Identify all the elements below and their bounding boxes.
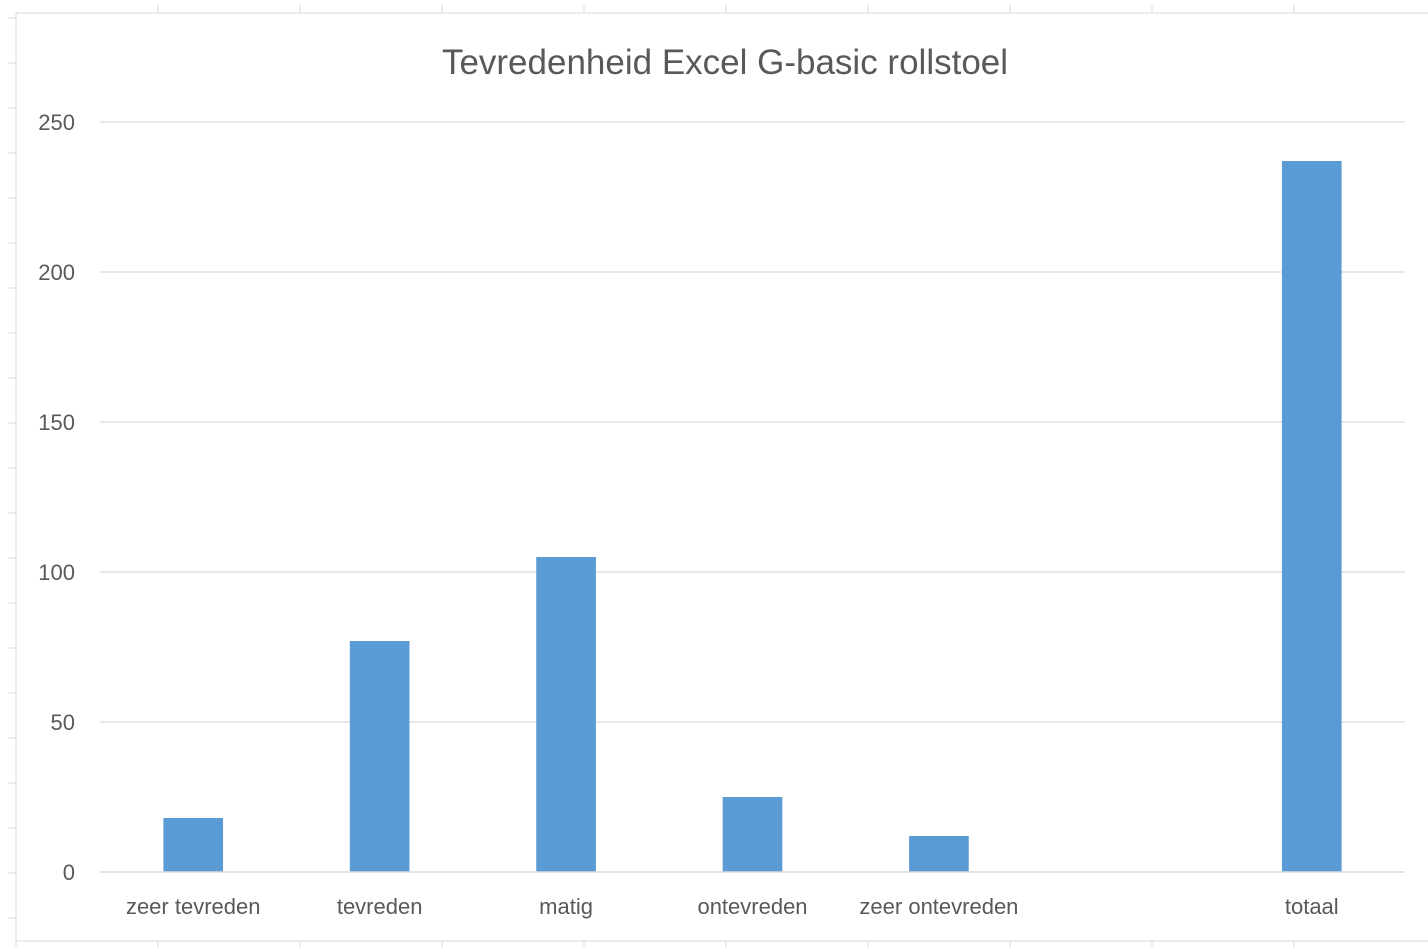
bar: [163, 818, 224, 872]
bars: [163, 161, 1342, 872]
y-tick-label: 150: [38, 410, 75, 435]
x-tick-label: zeer tevreden: [126, 894, 261, 919]
x-tick-label: totaal: [1285, 894, 1339, 919]
y-tick-label: 0: [63, 860, 75, 885]
gridlines: [100, 121, 1405, 723]
bar: [349, 641, 410, 872]
bar: [909, 836, 969, 872]
frame-tick-marks: [8, 5, 1295, 947]
bar: [722, 797, 783, 872]
y-tick-label: 200: [38, 260, 75, 285]
y-axis-tick-labels: 0 50 100 150 200 250: [38, 110, 75, 885]
bar: [1281, 161, 1342, 872]
x-tick-label: zeer ontevreden: [859, 894, 1018, 919]
x-tick-label: tevreden: [337, 894, 423, 919]
y-tick-label: 50: [51, 710, 75, 735]
y-tick-label: 100: [38, 560, 75, 585]
x-axis-category-labels: zeer tevreden tevreden matig ontevreden zeer…: [126, 894, 1339, 919]
bar: [536, 557, 596, 872]
x-tick-label: matig: [539, 894, 593, 919]
x-tick-label: ontevreden: [697, 894, 807, 919]
y-tick-label: 250: [38, 110, 75, 135]
chart-title: Tevredenheid Excel G-basic rollstoel: [442, 43, 1008, 82]
